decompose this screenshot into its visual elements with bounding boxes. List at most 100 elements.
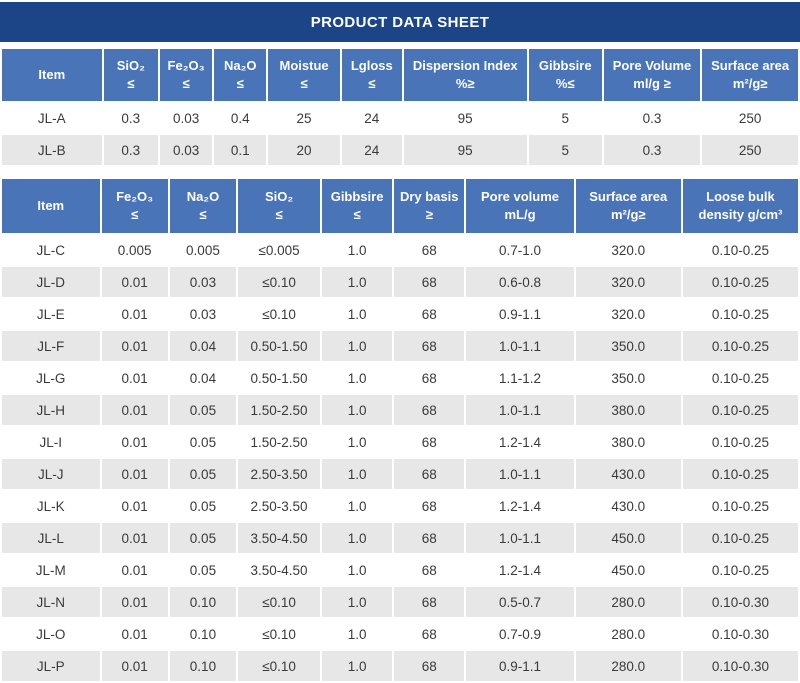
column-header-label: Moistue (279, 57, 329, 73)
value-cell: 0.50-1.50 (238, 363, 320, 393)
value-cell: 1.0 (321, 267, 393, 297)
column-header-label: Gibbsire (538, 57, 592, 73)
value-cell: 0.10-0.25 (682, 491, 798, 521)
column-header: Moistue ≤ (268, 49, 340, 101)
column-header-label: Gibbsire (330, 188, 384, 204)
value-cell: 68 (394, 491, 465, 521)
value-cell: 3.50-4.50 (238, 523, 320, 553)
value-cell: 0.9-1.1 (466, 651, 574, 681)
table-row: JL-M 0.01 0.05 3.50-4.50 1.0 68 1.2-1.4 450.0 0.… (2, 555, 798, 585)
value-cell: 0.05 (169, 523, 237, 553)
table-row: JL-L 0.01 0.05 3.50-4.50 1.0 68 1.0-1.1 450.0 0.… (2, 523, 798, 553)
column-header: Pore volume mL/g (466, 179, 574, 233)
value-cell: 430.0 (575, 459, 681, 489)
value-cell: 1.0 (321, 395, 393, 425)
column-header-label: Item (38, 66, 66, 82)
value-cell: 68 (394, 651, 465, 681)
value-cell: 0.01 (101, 555, 168, 585)
column-header-limit: %≤ (555, 76, 575, 91)
item-cell: JL-C (2, 235, 100, 265)
value-cell: 1.0-1.1 (466, 331, 574, 361)
item-cell: JL-K (2, 491, 100, 521)
item-cell: JL-D (2, 267, 100, 297)
value-cell: 0.01 (101, 651, 168, 681)
column-header: Pore Volume ml/g ≥ (603, 49, 701, 101)
table-row: JL-G 0.01 0.04 0.50-1.50 1.0 68 1.1-1.2 350.0 0.… (2, 363, 798, 393)
value-cell: 350.0 (575, 363, 681, 393)
column-header: Loose bulk density g/cm³ (682, 179, 798, 233)
value-cell: 0.7-1.0 (466, 235, 574, 265)
value-cell: 0.10 (169, 587, 237, 617)
spec-table-bottom: Item Fe₂O₃ ≤ Na₂O ≤ SiO₂ ≤ Gibbsire ≤ Dry basis ≥ P… (0, 177, 800, 683)
item-cell: JL-M (2, 555, 100, 585)
table-row: JL-C 0.005 0.005 ≤0.005 1.0 68 0.7-1.0 320.0 0.1… (2, 235, 798, 265)
value-cell: 320.0 (575, 299, 681, 329)
value-cell: 0.3 (603, 103, 701, 133)
value-cell: 0.05 (169, 395, 237, 425)
item-cell: JL-L (2, 523, 100, 553)
value-cell: 68 (394, 459, 465, 489)
column-header-limit: mL/g (504, 207, 536, 222)
value-cell: 2.50-3.50 (238, 491, 320, 521)
table2-body: JL-C 0.005 0.005 ≤0.005 1.0 68 0.7-1.0 320.0 0.1… (2, 235, 798, 681)
column-header: Surface area m²/g≥ (702, 49, 798, 101)
column-header: Dry basis ≥ (394, 179, 465, 233)
value-cell: 0.05 (169, 459, 237, 489)
value-cell: ≤0.005 (238, 235, 320, 265)
column-header-label: Na₂O (223, 57, 257, 73)
value-cell: 280.0 (575, 587, 681, 617)
column-header-limit: ≤ (353, 207, 361, 222)
value-cell: 0.005 (101, 235, 168, 265)
value-cell: 0.05 (169, 491, 237, 521)
value-cell: 1.0 (321, 363, 393, 393)
column-header-label: Fe₂O₃ (116, 188, 154, 204)
column-header-label: Surface area (589, 188, 668, 204)
column-header-limit: ≤ (368, 76, 376, 91)
table-row: JL-K 0.01 0.05 2.50-3.50 1.0 68 1.2-1.4 430.0 0.… (2, 491, 798, 521)
column-header-limit: ≥ (425, 207, 433, 222)
value-cell: 280.0 (575, 651, 681, 681)
value-cell: 0.5-0.7 (466, 587, 574, 617)
column-header-limit: ≤ (199, 207, 207, 222)
value-cell: 0.01 (101, 363, 168, 393)
column-header-limit: m²/g≥ (732, 76, 768, 91)
value-cell: 0.04 (169, 363, 237, 393)
column-header-label: Loose bulk (706, 188, 775, 204)
column-header-label: SiO₂ (264, 188, 294, 204)
value-cell: 0.10-0.25 (682, 299, 798, 329)
table-row: JL-I 0.01 0.05 1.50-2.50 1.0 68 1.2-1.4 380.0 0.… (2, 427, 798, 457)
value-cell: 24 (341, 103, 402, 133)
table-row: JL-H 0.01 0.05 1.50-2.50 1.0 68 1.0-1.1 380.0 0.… (2, 395, 798, 425)
value-cell: 1.0 (321, 651, 393, 681)
value-cell: 380.0 (575, 427, 681, 457)
value-cell: 0.03 (160, 103, 213, 133)
value-cell: 1.0 (321, 235, 393, 265)
value-cell: 1.50-2.50 (238, 427, 320, 457)
item-cell: JL-G (2, 363, 100, 393)
value-cell: 1.0-1.1 (466, 523, 574, 553)
column-header-label: Na₂O (186, 188, 220, 204)
item-cell: JL-B (2, 135, 102, 165)
value-cell: 0.01 (101, 587, 168, 617)
page-title: PRODUCT DATA SHEET (310, 13, 490, 31)
value-cell: 0.9-1.1 (466, 299, 574, 329)
value-cell: 320.0 (575, 235, 681, 265)
value-cell: 2.50-3.50 (238, 459, 320, 489)
value-cell: 1.0 (321, 523, 393, 553)
value-cell: 0.10-0.25 (682, 459, 798, 489)
column-header: Lgloss ≤ (341, 49, 402, 101)
column-header: Fe₂O₃ ≤ (160, 49, 213, 101)
item-cell: JL-I (2, 427, 100, 457)
column-header: Gibbsire ≤ (321, 179, 393, 233)
value-cell: ≤0.10 (238, 267, 320, 297)
value-cell: 250 (702, 103, 798, 133)
value-cell: 0.01 (101, 427, 168, 457)
item-cell: JL-P (2, 651, 100, 681)
value-cell: 0.10-0.25 (682, 523, 798, 553)
value-cell: 0.01 (101, 395, 168, 425)
value-cell: 0.3 (103, 103, 159, 133)
column-header: Gibbsire %≤ (528, 49, 602, 101)
value-cell: 1.0-1.1 (466, 395, 574, 425)
value-cell: 1.0 (321, 587, 393, 617)
